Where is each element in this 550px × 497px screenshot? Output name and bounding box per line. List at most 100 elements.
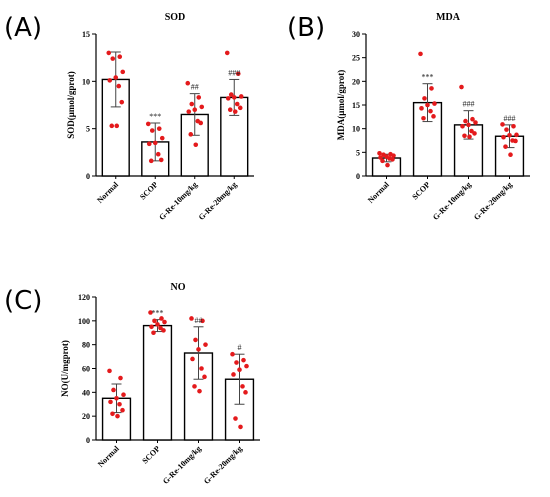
data-point: [109, 123, 115, 129]
data-point: [110, 411, 115, 417]
data-point: [162, 319, 167, 325]
data-point: [231, 95, 237, 100]
data-point: [152, 318, 157, 324]
panel-label: (B): [287, 13, 325, 43]
data-point: [186, 109, 192, 114]
data-point: [114, 395, 119, 401]
data-point: [145, 121, 151, 127]
data-point: [149, 128, 155, 133]
data-point: [189, 316, 194, 321]
data-point: [234, 101, 240, 107]
significance-marker: #: [238, 343, 242, 352]
data-point: [156, 126, 162, 131]
data-point: [391, 153, 396, 158]
y-tick-label: 5: [356, 148, 360, 157]
data-point: [467, 134, 472, 140]
chart-panel-sod: (A) SOD 0 5 10 15 SOD(μmol/gprot) Normal *** SCOP…: [4, 12, 254, 222]
y-tick-label: 5: [86, 125, 90, 134]
data-point: [188, 132, 194, 137]
data-point: [192, 384, 197, 389]
y-tick-label: 15: [352, 101, 360, 110]
x-tick-label: Normal: [366, 180, 391, 205]
data-point: [507, 132, 512, 138]
data-point: [111, 387, 116, 393]
data-point: [231, 372, 236, 377]
data-point: [119, 99, 125, 105]
data-point: [151, 330, 156, 336]
data-point: [418, 51, 423, 57]
data-point: [462, 133, 467, 139]
data-point: [117, 401, 122, 407]
data-point: [120, 69, 126, 75]
data-point: [473, 120, 478, 125]
x-tick-label: G-Re-20mg/kg: [472, 180, 514, 222]
data-point: [503, 144, 508, 149]
data-point: [235, 71, 241, 77]
data-point: [243, 390, 248, 395]
data-point: [113, 75, 119, 80]
data-point: [114, 123, 120, 129]
significance-marker: ##: [191, 83, 199, 92]
panel-label: (C): [4, 286, 42, 316]
data-point: [425, 102, 430, 108]
data-point: [152, 140, 158, 146]
data-point: [202, 374, 207, 380]
x-tick-label: SCOP: [138, 180, 160, 202]
x-tick-label: Normal: [95, 180, 120, 205]
data-point: [148, 310, 153, 315]
chart-title: MDA: [436, 12, 461, 23]
y-tick-label: 40: [82, 388, 90, 397]
data-point: [472, 131, 477, 136]
data-point: [460, 124, 465, 129]
data-point: [159, 316, 164, 321]
panel-label: (A): [4, 13, 42, 43]
data-point: [511, 124, 516, 129]
data-point: [199, 366, 204, 371]
significance-marker: ###: [463, 100, 475, 109]
data-point: [228, 92, 234, 97]
data-point: [115, 413, 120, 419]
data-point: [380, 158, 385, 164]
data-point: [200, 318, 205, 324]
data-point: [110, 56, 116, 61]
data-point: [107, 368, 112, 374]
data-point: [237, 105, 243, 111]
data-point: [240, 384, 245, 389]
data-point: [234, 360, 239, 365]
data-point: [421, 115, 426, 121]
data-point: [197, 388, 202, 394]
x-tick-label: G-Re-20mg/kg: [197, 180, 239, 222]
chart-title: SOD: [165, 12, 186, 23]
data-point: [146, 141, 152, 147]
significance-marker: ##: [195, 316, 203, 325]
data-point: [190, 356, 195, 362]
y-tick-label: 120: [78, 293, 90, 302]
data-point: [120, 407, 125, 413]
data-point: [470, 116, 475, 122]
y-tick-label: 25: [352, 54, 360, 63]
data-point: [238, 424, 243, 430]
data-point: [237, 367, 242, 372]
x-tick-label: SCOP: [410, 180, 432, 202]
x-tick-label: Normal: [96, 444, 121, 469]
x-tick-label: G-Re-10mg/kg: [157, 180, 199, 222]
data-point: [225, 96, 231, 101]
y-axis-label: MDA(μmol/gprot): [336, 70, 346, 140]
x-tick-label: SCOP: [140, 444, 162, 466]
data-point: [189, 101, 195, 107]
data-point: [390, 157, 395, 162]
y-tick-label: 0: [86, 436, 90, 445]
data-point: [121, 392, 126, 398]
data-point: [193, 142, 199, 148]
data-point: [514, 132, 519, 138]
data-point: [385, 162, 390, 168]
data-point: [224, 50, 230, 56]
x-tick-label: G-Re-10mg/kg: [161, 444, 203, 486]
data-point: [107, 78, 113, 83]
y-tick-label: 10: [352, 125, 360, 134]
data-point: [501, 134, 506, 140]
data-point: [504, 127, 509, 132]
chart-panel-no: (C) NO 0 20 40 60 80 100 120 NO(U/mgprot) Normal **…: [4, 282, 260, 486]
data-point: [196, 347, 201, 352]
data-point: [377, 150, 382, 156]
